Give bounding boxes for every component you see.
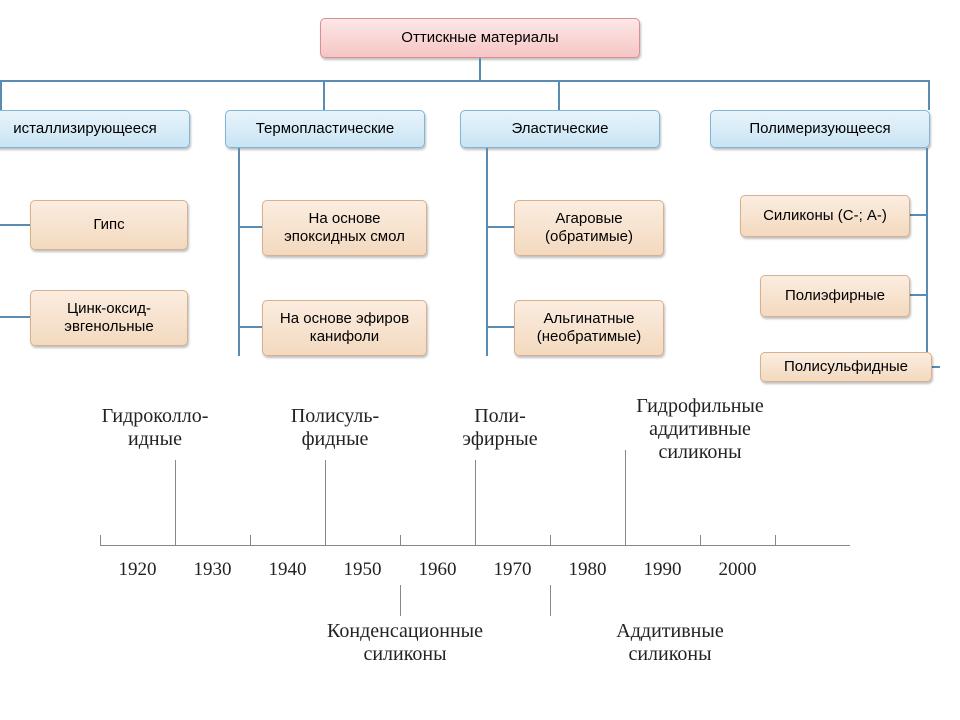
timeline-top-label: Полисуль-фидные [260, 405, 410, 451]
connector [323, 80, 325, 110]
timeline-leader [475, 460, 476, 545]
connector [0, 224, 32, 226]
l2-node: Альгинатные (необратимые) [514, 300, 664, 356]
timeline-top-label: Поли-эфирные [430, 405, 570, 451]
connector [479, 58, 481, 80]
timeline-decade: 1960 [408, 559, 468, 581]
l2-label: Альгинатные (необратимые) [523, 310, 655, 346]
connector [238, 326, 264, 328]
timeline-tick [700, 535, 701, 545]
tree-root-label: Оттискные материалы [401, 29, 558, 47]
timeline-decade: 1980 [558, 559, 618, 581]
l2-node: На основе эпоксидных смол [262, 200, 427, 256]
l1-label: исталлизирующееся [13, 120, 156, 138]
connector [908, 214, 928, 216]
l2-label: Цинк-оксид-эвгенольные [39, 300, 179, 336]
l2-node: Силиконы (С-; А-) [740, 195, 910, 237]
l1-crys: исталлизирующееся [0, 110, 190, 148]
l2-node: Полисульфидные [760, 352, 932, 382]
connector [0, 80, 2, 110]
l1-label: Эластические [511, 120, 608, 138]
l2-label: Агаровые (обратимые) [523, 210, 655, 246]
l1-label: Термопластические [256, 120, 395, 138]
l1-elastic: Эластические [460, 110, 660, 148]
l2-label: Полиэфирные [785, 287, 885, 305]
l2-node: Агаровые (обратимые) [514, 200, 664, 256]
timeline-leader [550, 585, 551, 616]
timeline-axis [100, 545, 850, 546]
timeline-tick [550, 535, 551, 545]
l2-label: Силиконы (С-; А-) [763, 207, 887, 225]
timeline-leader [625, 450, 626, 545]
connector [0, 80, 930, 82]
connector [928, 80, 930, 110]
timeline-tick [250, 535, 251, 545]
connector [0, 316, 32, 318]
connector [238, 148, 240, 356]
timeline-tick [775, 535, 776, 545]
timeline-top-label: Гидрофильныеаддитивныесиликоны [580, 395, 820, 464]
connector [238, 226, 264, 228]
l2-node: Полиэфирные [760, 275, 910, 317]
connector [486, 226, 516, 228]
l1-poly: Полимеризующееся [710, 110, 930, 148]
l2-label: На основе эфиров канифоли [271, 310, 418, 346]
timeline-decade: 1950 [333, 559, 393, 581]
timeline-leader [175, 460, 176, 545]
l2-node: На основе эфиров канифоли [262, 300, 427, 356]
l2-label: Полисульфидные [784, 358, 908, 376]
l2-node: Гипс [30, 200, 188, 250]
timeline-decade: 1940 [258, 559, 318, 581]
connector [486, 326, 516, 328]
timeline-decade: 1970 [483, 559, 543, 581]
tree-root: Оттискные материалы [320, 18, 640, 58]
l2-node: Цинк-оксид-эвгенольные [30, 290, 188, 346]
timeline-decade: 1920 [108, 559, 168, 581]
timeline-top-label: Гидроколло-идные [70, 405, 240, 451]
l1-label: Полимеризующееся [749, 120, 890, 138]
l1-thermo: Термопластические [225, 110, 425, 148]
timeline-bottom-label: Аддитивныесиликоны [570, 620, 770, 666]
timeline-tick [400, 535, 401, 545]
timeline-leader [325, 460, 326, 545]
l2-label: На основе эпоксидных смол [271, 210, 418, 246]
timeline-tick [100, 535, 101, 545]
timeline-bottom-label: Конденсационныесиликоны [275, 620, 535, 666]
connector [558, 80, 560, 110]
timeline-decade: 2000 [708, 559, 768, 581]
connector [486, 148, 488, 356]
timeline-leader [400, 585, 401, 616]
l2-label: Гипс [93, 216, 124, 234]
connector [908, 294, 928, 296]
timeline-decade: 1990 [633, 559, 693, 581]
connector [926, 148, 928, 380]
timeline-decade: 1930 [183, 559, 243, 581]
